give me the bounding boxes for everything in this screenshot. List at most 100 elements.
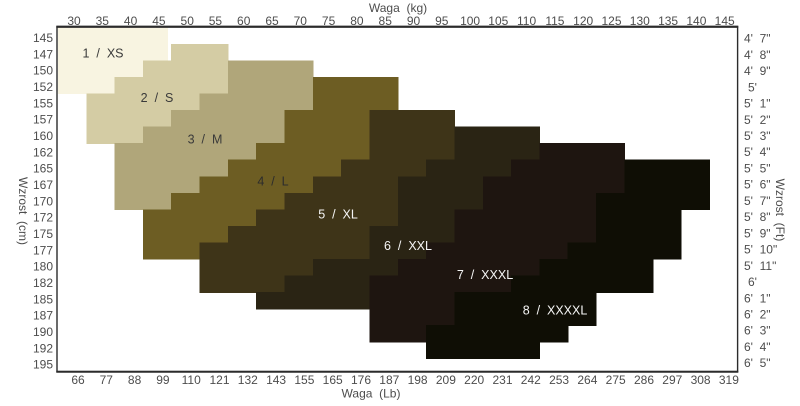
svg-text:165: 165 — [33, 162, 53, 176]
svg-text:2 / S: 2 / S — [141, 91, 174, 105]
svg-text:231: 231 — [492, 373, 512, 387]
svg-text:66: 66 — [71, 373, 85, 387]
svg-text:4' 9": 4' 9" — [744, 64, 771, 78]
svg-text:4 / L: 4 / L — [257, 174, 288, 188]
svg-text:70: 70 — [294, 14, 308, 28]
svg-text:115: 115 — [545, 14, 564, 28]
svg-text:5' 8": 5' 8" — [744, 210, 771, 224]
svg-text:175: 175 — [33, 227, 53, 241]
svg-text:110: 110 — [517, 14, 536, 28]
svg-text:145: 145 — [33, 31, 53, 45]
svg-text:5' 10": 5' 10" — [744, 243, 777, 257]
svg-text:77: 77 — [100, 373, 114, 387]
svg-text:121: 121 — [209, 373, 229, 387]
svg-text:60: 60 — [237, 14, 251, 28]
svg-text:Waga (kg): Waga (kg) — [369, 1, 427, 15]
svg-text:190: 190 — [33, 325, 53, 339]
svg-text:177: 177 — [33, 243, 53, 257]
svg-text:319: 319 — [719, 373, 739, 387]
svg-text:6' 4": 6' 4" — [744, 340, 771, 354]
svg-text:40: 40 — [124, 14, 138, 28]
svg-text:65: 65 — [265, 14, 279, 28]
svg-text:6 / XXL: 6 / XXL — [384, 239, 432, 253]
svg-text:147: 147 — [33, 47, 53, 61]
svg-text:220: 220 — [464, 373, 484, 387]
svg-text:185: 185 — [33, 292, 53, 306]
svg-text:160: 160 — [33, 129, 53, 143]
svg-text:143: 143 — [266, 373, 286, 387]
svg-text:297: 297 — [662, 373, 682, 387]
svg-text:192: 192 — [33, 341, 53, 355]
svg-text:7 / XXXL: 7 / XXXL — [457, 268, 513, 282]
svg-text:Wzrost (Ft): Wzrost (Ft) — [773, 179, 787, 242]
svg-text:150: 150 — [33, 64, 53, 78]
svg-text:6' 5": 6' 5" — [744, 356, 771, 370]
svg-text:1 / XS: 1 / XS — [83, 46, 124, 60]
svg-text:275: 275 — [606, 373, 626, 387]
svg-text:5': 5' — [748, 80, 757, 94]
svg-text:4' 7": 4' 7" — [744, 32, 771, 46]
svg-text:308: 308 — [691, 373, 711, 387]
svg-text:35: 35 — [96, 14, 110, 28]
svg-text:264: 264 — [577, 373, 597, 387]
svg-text:209: 209 — [436, 373, 456, 387]
svg-text:5' 7": 5' 7" — [744, 194, 771, 208]
svg-text:Waga (Lb): Waga (Lb) — [342, 387, 401, 401]
svg-text:140: 140 — [686, 14, 706, 28]
svg-text:50: 50 — [181, 14, 195, 28]
svg-text:130: 130 — [630, 14, 650, 28]
svg-text:286: 286 — [634, 373, 654, 387]
svg-text:125: 125 — [601, 14, 621, 28]
svg-text:155: 155 — [294, 373, 314, 387]
svg-text:5' 6": 5' 6" — [744, 178, 771, 192]
svg-text:172: 172 — [33, 211, 53, 225]
svg-text:3 / M: 3 / M — [188, 132, 223, 146]
svg-text:30: 30 — [67, 14, 81, 28]
svg-text:152: 152 — [33, 80, 53, 94]
svg-text:95: 95 — [435, 14, 449, 28]
svg-text:165: 165 — [323, 373, 343, 387]
svg-text:8 / XXXXL: 8 / XXXXL — [523, 303, 588, 317]
svg-text:105: 105 — [488, 14, 508, 28]
svg-text:55: 55 — [209, 14, 223, 28]
svg-text:4' 8": 4' 8" — [744, 48, 771, 62]
svg-text:75: 75 — [322, 14, 336, 28]
svg-text:176: 176 — [351, 373, 371, 387]
svg-text:99: 99 — [156, 373, 170, 387]
svg-text:120: 120 — [573, 14, 593, 28]
svg-text:242: 242 — [521, 373, 541, 387]
svg-text:5' 1": 5' 1" — [744, 97, 771, 111]
svg-text:85: 85 — [379, 14, 393, 28]
svg-text:167: 167 — [33, 178, 53, 192]
svg-text:6' 3": 6' 3" — [744, 324, 771, 338]
svg-text:132: 132 — [238, 373, 258, 387]
svg-text:170: 170 — [33, 194, 53, 208]
svg-text:5' 3": 5' 3" — [744, 129, 771, 143]
svg-text:253: 253 — [549, 373, 569, 387]
svg-text:6': 6' — [748, 275, 757, 289]
svg-text:6' 2": 6' 2" — [744, 308, 771, 322]
svg-text:5' 11": 5' 11" — [744, 259, 776, 273]
svg-text:Wzrost (cm): Wzrost (cm) — [16, 177, 30, 245]
svg-text:187: 187 — [379, 373, 399, 387]
svg-text:182: 182 — [33, 276, 53, 290]
svg-text:90: 90 — [407, 14, 421, 28]
svg-text:155: 155 — [33, 96, 53, 110]
svg-text:135: 135 — [658, 14, 678, 28]
svg-text:145: 145 — [715, 14, 735, 28]
svg-text:45: 45 — [152, 14, 166, 28]
svg-text:5' 5": 5' 5" — [744, 161, 771, 175]
svg-text:80: 80 — [350, 14, 364, 28]
svg-text:180: 180 — [33, 260, 53, 274]
svg-text:5' 4": 5' 4" — [744, 145, 771, 159]
svg-text:5 / XL: 5 / XL — [318, 207, 358, 221]
svg-text:195: 195 — [33, 358, 53, 372]
svg-text:198: 198 — [408, 373, 428, 387]
svg-text:6' 1": 6' 1" — [744, 291, 771, 305]
svg-text:157: 157 — [33, 113, 53, 127]
svg-text:110: 110 — [182, 373, 201, 387]
svg-text:5' 9": 5' 9" — [744, 226, 771, 240]
svg-text:100: 100 — [460, 14, 480, 28]
svg-text:5' 2": 5' 2" — [744, 113, 771, 127]
svg-text:187: 187 — [33, 309, 53, 323]
